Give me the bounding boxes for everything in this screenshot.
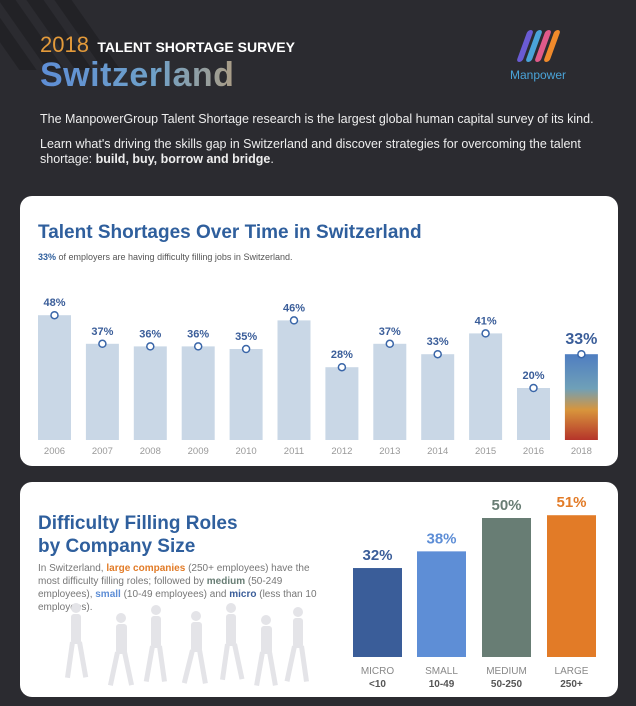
year-label-2018: 2018: [571, 446, 592, 457]
shortage-over-time-chart: 2006 2007 2008 2009 2010 2011 2012 2013 2014 2015…: [38, 297, 598, 457]
category-label-micro: MICRO: [361, 666, 395, 677]
intro-strategies: build, buy, borrow and bridge: [95, 152, 271, 166]
micro-tag: micro: [229, 589, 257, 600]
bar-micro: [353, 568, 402, 657]
country-title: Switzerland: [40, 56, 295, 95]
section2-title-line2: by Company Size: [38, 536, 196, 557]
year-label-2006: 2006: [44, 446, 65, 457]
value-label-2013: 37%: [379, 326, 401, 338]
intro-line-1: The ManpowerGroup Talent Shortage resear…: [40, 112, 594, 126]
point-2014: [433, 349, 442, 359]
point-2011: [289, 316, 299, 325]
bar-2006: [38, 315, 71, 440]
bar-2018: [564, 354, 598, 440]
intro-text: The ManpowerGroup Talent Shortage resear…: [40, 112, 600, 167]
intro-line-2-text: Learn what's driving the skills gap in S…: [40, 137, 581, 166]
point-2007: [98, 339, 107, 349]
point-2015: [481, 329, 490, 338]
survey-label: TALENT SHORTAGE SURVEY: [97, 39, 295, 55]
year-label-2007: 2007: [92, 446, 113, 457]
value-label-2010: 35%: [235, 331, 257, 343]
large-companies-tag: large companies: [106, 563, 186, 574]
value-label-2015: 41%: [475, 315, 497, 327]
year-label-2009: 2009: [188, 446, 209, 457]
value-label-2007: 37%: [91, 326, 113, 338]
header: 2018 TALENT SHORTAGE SURVEY Switzerland: [40, 32, 295, 95]
value-label-2008: 36%: [139, 328, 161, 340]
year-label-2014: 2014: [427, 446, 448, 457]
value-label-2014: 33%: [427, 336, 449, 348]
size-range-medium: 50-250: [491, 679, 523, 690]
intro-line-2-end: .: [270, 152, 274, 166]
value-label-2009: 36%: [187, 328, 209, 340]
bar-2008: [133, 346, 167, 440]
manpower-logo: Manpower: [498, 30, 578, 82]
point-2010: [241, 344, 251, 354]
point-2006: [50, 310, 59, 320]
value-label-2006: 48%: [43, 297, 65, 309]
survey-year: 2018: [40, 32, 89, 57]
point-2013: [385, 339, 395, 349]
category-label-small: SMALL: [425, 666, 458, 677]
walking-people-illustration: [65, 603, 309, 687]
bar-2015: [469, 333, 503, 440]
shortage-over-time-card: Talent Shortages Over Time in Switzerlan…: [20, 196, 618, 466]
header-title-row: 2018 TALENT SHORTAGE SURVEY: [40, 32, 295, 58]
bar-medium: [482, 518, 531, 657]
company-size-card: Difficulty Filling Roles by Company Size…: [20, 482, 618, 697]
bar-2016: [517, 388, 550, 440]
year-label-2012: 2012: [331, 446, 352, 457]
bar-small: [417, 551, 466, 657]
logo-text: Manpower: [509, 68, 567, 82]
bar-2009: [181, 346, 215, 440]
value-label-micro: 32%: [362, 547, 392, 564]
value-label-2016: 20%: [522, 370, 544, 382]
value-label-2012: 28%: [331, 349, 353, 361]
value-label-large: 51%: [556, 494, 586, 511]
intro-line-2: Learn what's driving the skills gap in S…: [40, 137, 600, 167]
bar-2012: [325, 367, 359, 440]
subtitle-rest: of employers are having difficulty filli…: [56, 252, 293, 262]
point-2016: [529, 383, 538, 393]
bar-large: [547, 515, 596, 657]
section2-description: In Switzerland, large companies (250+ em…: [38, 563, 317, 613]
size-range-small: 10-49: [429, 679, 455, 690]
point-2018: [577, 349, 586, 359]
value-label-small: 38%: [426, 530, 456, 547]
category-label-large: LARGE: [555, 666, 589, 677]
section1-subtitle: 33% of employers are having difficulty f…: [38, 252, 292, 262]
category-label-medium: MEDIUM: [486, 666, 527, 677]
subtitle-percent: 33%: [38, 252, 57, 262]
year-label-2010: 2010: [236, 446, 257, 457]
small-tag: small: [95, 589, 121, 600]
year-label-2015: 2015: [475, 446, 496, 457]
value-label-2011: 46%: [283, 302, 305, 314]
size-range-micro: <10: [369, 679, 386, 690]
section1-title: Talent Shortages Over Time in Switzerlan…: [38, 222, 422, 243]
bar-2013: [373, 343, 407, 440]
bar-2014: [421, 354, 455, 440]
point-2008: [146, 342, 155, 351]
section2-title: Difficulty Filling Roles by Company Size: [38, 512, 238, 558]
year-label-2008: 2008: [140, 446, 161, 457]
bar-2007: [85, 343, 119, 440]
value-label-medium: 50%: [491, 497, 521, 514]
year-label-2016: 2016: [523, 446, 544, 457]
value-label-2018: 33%: [565, 331, 597, 348]
bar-2011: [277, 320, 311, 440]
year-label-2013: 2013: [379, 446, 400, 457]
company-size-chart: 32% MICRO <10 38% SMALL 10-49 50% MEDIUM 50-250 5…: [353, 494, 596, 690]
point-2009: [193, 342, 203, 351]
point-2012: [337, 362, 347, 372]
year-label-2011: 2011: [284, 446, 304, 457]
section2-title-line1: Difficulty Filling Roles: [38, 513, 238, 534]
manpower-logo-icon: [498, 30, 578, 64]
bar-2010: [229, 349, 263, 440]
size-range-large: 250+: [560, 679, 583, 690]
medium-tag: medium: [206, 576, 246, 587]
